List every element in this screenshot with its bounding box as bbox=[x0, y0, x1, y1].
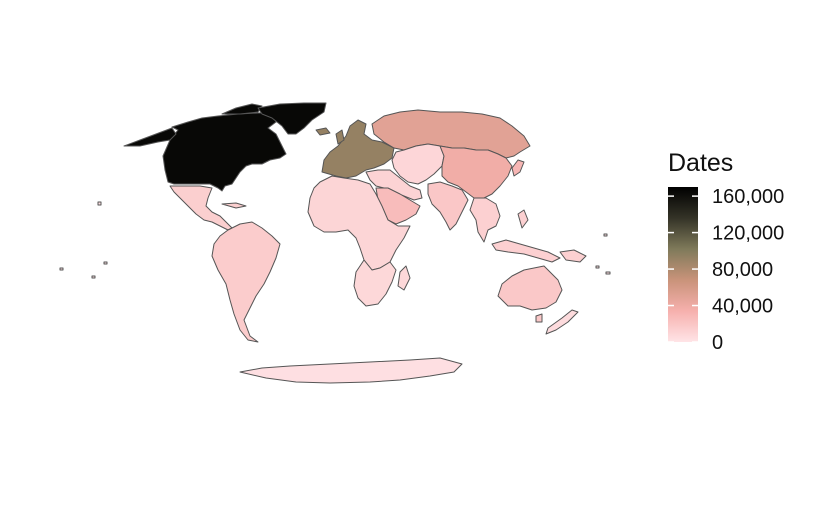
legend-tick-label: 0 bbox=[712, 332, 723, 354]
region-southeast-asia bbox=[469, 197, 501, 243]
region-south-america bbox=[211, 221, 281, 343]
legend-tick-label: 120,000 bbox=[712, 223, 784, 245]
world-map bbox=[59, 102, 611, 384]
region-new-zealand bbox=[545, 309, 579, 335]
region-central-america bbox=[169, 185, 233, 231]
region-arctic-islands bbox=[221, 103, 263, 115]
region-pacific-islands bbox=[103, 261, 108, 265]
region-philippines bbox=[517, 209, 529, 229]
region-pacific-islands bbox=[97, 201, 102, 206]
region-tasmania bbox=[535, 313, 543, 323]
region-pacific-islands bbox=[59, 267, 64, 271]
region-pacific-islands bbox=[595, 265, 600, 269]
region-australia bbox=[497, 265, 563, 311]
region-southern-africa bbox=[353, 259, 397, 307]
legend: Dates 160,000 120,000 80,000 40,000 0 bbox=[668, 149, 784, 354]
legend-tick-label: 40,000 bbox=[712, 296, 773, 318]
region-caribbean bbox=[221, 202, 247, 209]
region-greenland bbox=[257, 102, 327, 135]
region-madagascar bbox=[397, 265, 411, 291]
region-alaska bbox=[123, 127, 177, 147]
region-pacific-islands bbox=[605, 271, 611, 275]
region-middle-east bbox=[365, 169, 423, 201]
region-europe bbox=[321, 119, 395, 179]
region-pacific-islands bbox=[603, 233, 608, 237]
legend-ticks: 160,000 120,000 80,000 40,000 0 bbox=[668, 186, 784, 354]
legend-title: Dates bbox=[668, 149, 733, 177]
region-india bbox=[427, 181, 469, 231]
region-japan bbox=[511, 159, 525, 177]
legend-tick-label: 80,000 bbox=[712, 259, 773, 281]
region-new-guinea bbox=[559, 249, 587, 263]
region-indonesia bbox=[491, 239, 561, 263]
region-central-asia bbox=[391, 143, 445, 185]
region-antarctica bbox=[239, 357, 463, 384]
region-china bbox=[439, 145, 513, 199]
legend-colorbar bbox=[668, 187, 698, 342]
region-great-britain bbox=[335, 129, 345, 145]
region-pacific-islands bbox=[91, 275, 96, 279]
legend-tick-label: 160,000 bbox=[712, 186, 784, 208]
region-north-america bbox=[162, 112, 287, 192]
region-iceland bbox=[315, 127, 331, 136]
